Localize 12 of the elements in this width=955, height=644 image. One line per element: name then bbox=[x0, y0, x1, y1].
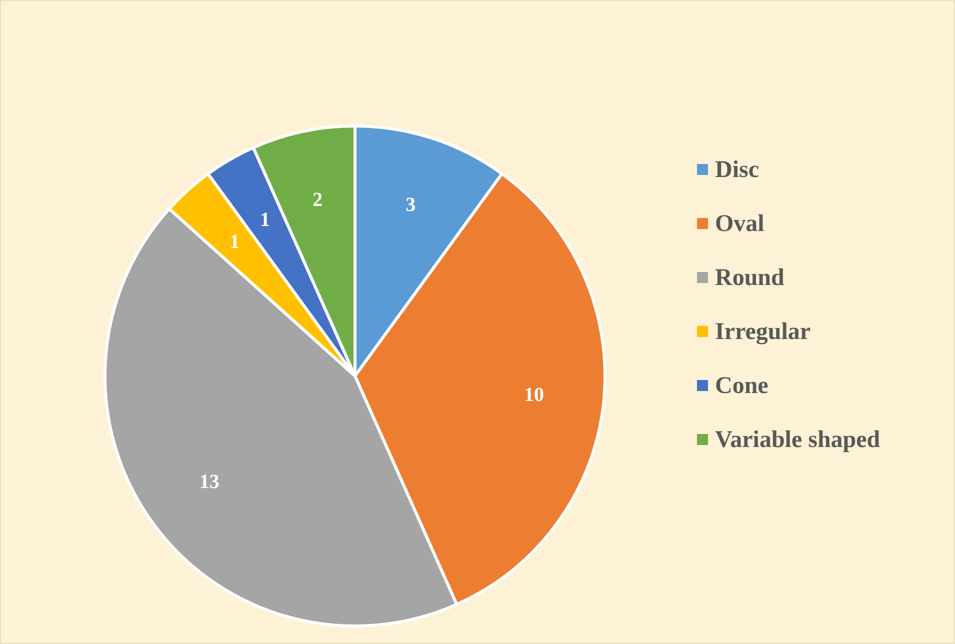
data-label: 10 bbox=[524, 384, 544, 406]
data-label: 3 bbox=[406, 194, 416, 216]
legend-label: Round bbox=[715, 265, 786, 291]
legend-label: Cone bbox=[715, 373, 769, 399]
legend-label: Variable shaped bbox=[715, 427, 881, 453]
data-label: 1 bbox=[260, 209, 270, 232]
legend-label: Disc bbox=[715, 157, 760, 183]
legend-label: Irregular bbox=[715, 319, 811, 345]
data-label: 1 bbox=[230, 231, 240, 254]
data-label: 2 bbox=[312, 188, 323, 211]
data-label: 13 bbox=[199, 470, 220, 493]
legend-label: Oval bbox=[715, 211, 765, 237]
